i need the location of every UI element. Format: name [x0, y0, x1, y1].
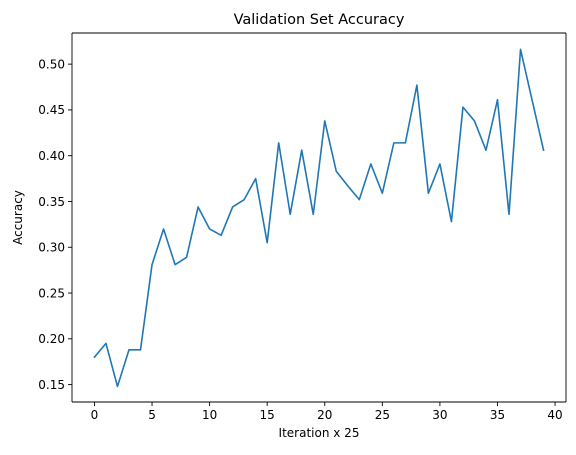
y-tick-label: 0.20 — [38, 332, 65, 346]
y-axis-label: Accuracy — [11, 190, 25, 245]
y-tick-label: 0.25 — [38, 286, 65, 300]
x-tick-label: 0 — [91, 408, 99, 422]
y-tick-label: 0.40 — [38, 149, 65, 163]
y-tick-label: 0.15 — [38, 378, 65, 392]
chart-title: Validation Set Accuracy — [234, 12, 405, 28]
x-tick-label: 35 — [490, 408, 505, 422]
x-axis-label: Iteration x 25 — [279, 426, 360, 440]
x-tick-label: 25 — [375, 408, 390, 422]
plot-area — [72, 33, 566, 402]
y-tick-label: 0.30 — [38, 241, 65, 255]
x-tick-label: 20 — [317, 408, 332, 422]
y-tick-label: 0.50 — [38, 57, 65, 71]
x-tick-label: 10 — [202, 408, 217, 422]
y-tick-label: 0.35 — [38, 195, 65, 209]
x-tick-label: 30 — [432, 408, 447, 422]
x-tick-label: 40 — [547, 408, 562, 422]
x-tick-label: 5 — [148, 408, 156, 422]
y-tick-label: 0.45 — [38, 103, 65, 117]
x-tick-label: 15 — [260, 408, 275, 422]
